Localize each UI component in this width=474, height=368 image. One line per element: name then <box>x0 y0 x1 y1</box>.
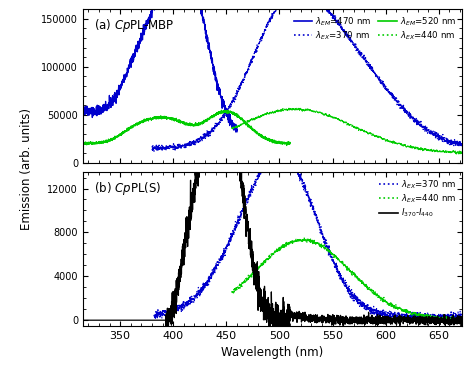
$\lambda_{EX}$=440 nm <box>459 151 465 155</box>
$\lambda_{EX}$=440 nm <box>459 316 465 320</box>
Line: $\lambda_{EM}$=520 nm: $\lambda_{EM}$=520 nm <box>83 110 290 145</box>
$\lambda_{EX}$=440 nm <box>452 316 457 320</box>
Text: (a) $\it{Cp}$PL-MBP: (a) $\it{Cp}$PL-MBP <box>94 17 175 34</box>
$\lambda_{EX}$=440 nm <box>242 120 247 125</box>
$\lambda_{EX}$=440 nm <box>452 149 457 154</box>
$I_{370}$-$I_{440}$ <box>220 75 226 79</box>
$\lambda_{EM}$=470 nm <box>123 72 129 76</box>
$\lambda_{EX}$=370 nm <box>242 71 247 75</box>
Line: $\lambda_{EX}$=370 nm: $\lambda_{EX}$=370 nm <box>154 150 462 323</box>
$\lambda_{EM}$=520 nm <box>226 109 231 113</box>
$\lambda_{EM}$=520 nm <box>146 117 152 122</box>
$\lambda_{EX}$=370 nm <box>411 311 417 316</box>
$\lambda_{EX}$=440 nm <box>411 311 417 315</box>
$\lambda_{EX}$=370 nm <box>452 142 457 147</box>
$\lambda_{EM}$=470 nm <box>80 106 86 111</box>
Line: $\lambda_{EX}$=440 nm: $\lambda_{EX}$=440 nm <box>232 108 462 154</box>
Legend: $\lambda_{EX}$=370 nm, $\lambda_{EX}$=440 nm, $I_{370}$-$I_{440}$: $\lambda_{EX}$=370 nm, $\lambda_{EX}$=44… <box>378 176 458 221</box>
$I_{370}$-$I_{440}$ <box>123 318 129 322</box>
$\lambda_{EM}$=520 nm <box>80 142 86 146</box>
Line: $\lambda_{EX}$=440 nm: $\lambda_{EX}$=440 nm <box>232 238 462 321</box>
$\lambda_{EX}$=370 nm <box>226 107 231 111</box>
$\lambda_{EM}$=520 nm <box>242 120 247 125</box>
$\lambda_{EX}$=440 nm <box>242 280 247 285</box>
$\lambda_{EX}$=440 nm <box>411 145 417 149</box>
Text: (b) $\it{Cp}$PL(S): (b) $\it{Cp}$PL(S) <box>94 180 162 197</box>
$I_{370}$-$I_{440}$ <box>459 318 465 323</box>
Line: $\lambda_{EX}$=370 nm: $\lambda_{EX}$=370 nm <box>152 0 462 151</box>
X-axis label: Wavelength (nm): Wavelength (nm) <box>221 346 324 359</box>
$\lambda_{EX}$=370 nm <box>411 117 417 122</box>
$\lambda_{EX}$=370 nm <box>242 204 247 209</box>
$\lambda_{EM}$=470 nm <box>146 21 152 25</box>
Line: $\lambda_{EM}$=470 nm: $\lambda_{EM}$=470 nm <box>83 0 237 132</box>
$I_{370}$-$I_{440}$ <box>242 197 248 201</box>
$I_{370}$-$I_{440}$ <box>80 318 86 322</box>
$I_{370}$-$I_{440}$ <box>277 337 283 341</box>
$\lambda_{EX}$=370 nm <box>226 240 231 244</box>
$\lambda_{EX}$=370 nm <box>452 315 457 320</box>
$\lambda_{EX}$=370 nm <box>459 144 465 148</box>
$I_{370}$-$I_{440}$ <box>146 318 152 322</box>
$\lambda_{EM}$=520 nm <box>123 128 129 133</box>
Legend: $\lambda_{EM}$=470 nm, $\lambda_{EX}$=370 nm, $\lambda_{EM}$=520 nm, $\lambda_{E: $\lambda_{EM}$=470 nm, $\lambda_{EX}$=37… <box>292 14 458 44</box>
$I_{370}$-$I_{440}$ <box>411 317 417 322</box>
$I_{370}$-$I_{440}$ <box>226 108 231 113</box>
$\lambda_{EX}$=370 nm <box>459 315 465 319</box>
Text: Emission (arb. units): Emission (arb. units) <box>19 108 33 230</box>
$\lambda_{EM}$=470 nm <box>226 117 231 122</box>
Line: $I_{370}$-$I_{440}$: $I_{370}$-$I_{440}$ <box>83 77 462 339</box>
$I_{370}$-$I_{440}$ <box>452 316 458 320</box>
